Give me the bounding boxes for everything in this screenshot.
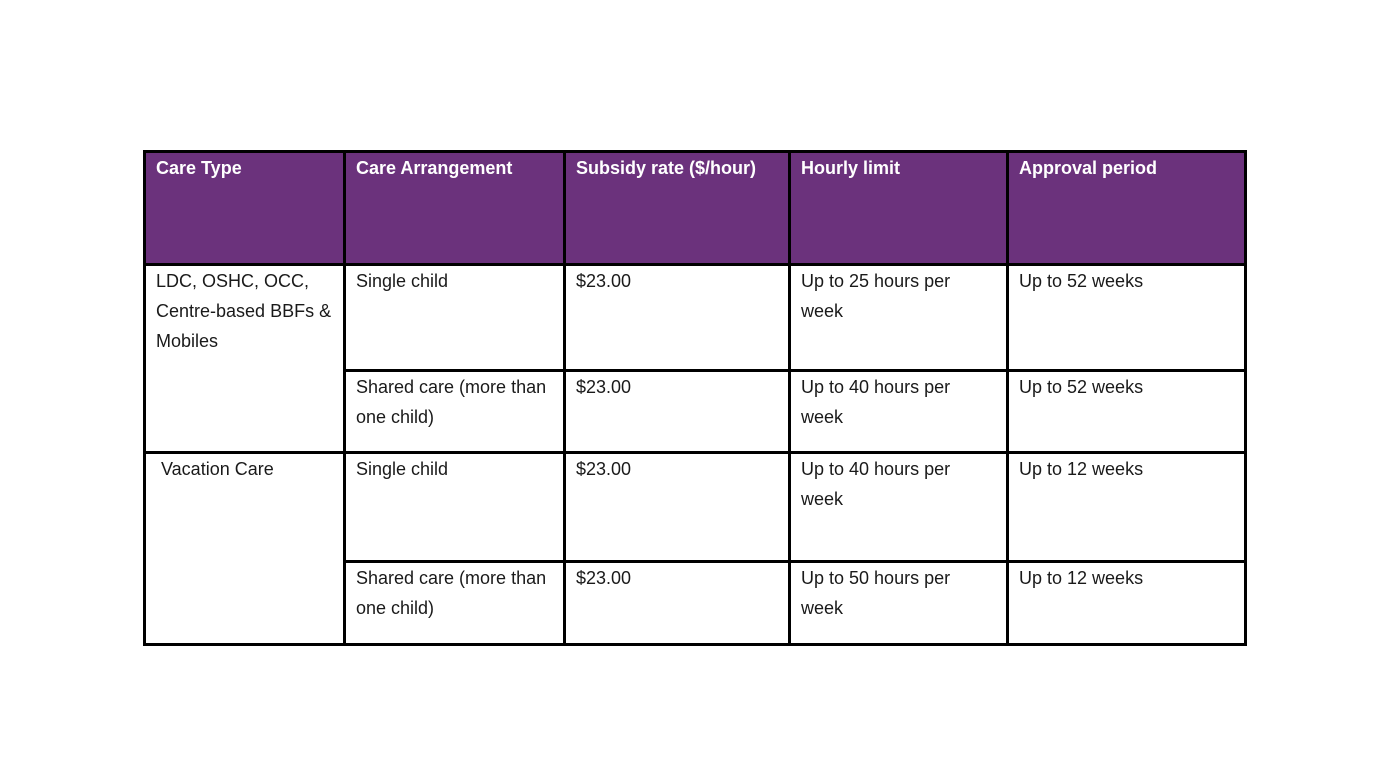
table-header-row: Care Type Care Arrangement Subsidy rate … xyxy=(143,150,1247,266)
care-type-cell: Vacation Care xyxy=(143,451,346,646)
header-subsidy-rate: Subsidy rate ($/hour) xyxy=(563,150,791,266)
arrangement-cell: Single child xyxy=(343,451,566,563)
header-hourly-limit: Hourly limit xyxy=(788,150,1009,266)
table-row: Vacation Care Single child $23.00 Up to … xyxy=(143,451,1247,646)
rate-cell: $23.00 xyxy=(563,369,791,454)
limit-cell: Up to 25 hours per week xyxy=(788,263,1009,372)
subsidy-table: Care Type Care Arrangement Subsidy rate … xyxy=(143,150,1247,646)
care-type-cell: LDC, OSHC, OCC, Centre-based BBFs & Mobi… xyxy=(143,263,346,454)
limit-cell: Up to 40 hours per week xyxy=(788,451,1009,563)
rate-cell: $23.00 xyxy=(563,560,791,646)
limit-cell: Up to 50 hours per week xyxy=(788,560,1009,646)
arrangement-cell: Shared care (more than one child) xyxy=(343,560,566,646)
arrangement-cell: Single child xyxy=(343,263,566,372)
period-cell: Up to 52 weeks xyxy=(1006,369,1247,454)
period-cell: Up to 12 weeks xyxy=(1006,451,1247,563)
header-care-type: Care Type xyxy=(143,150,346,266)
rate-cell: $23.00 xyxy=(563,451,791,563)
period-cell: Up to 12 weeks xyxy=(1006,560,1247,646)
table-row: LDC, OSHC, OCC, Centre-based BBFs & Mobi… xyxy=(143,263,1247,454)
header-care-arrangement: Care Arrangement xyxy=(343,150,566,266)
limit-cell: Up to 40 hours per week xyxy=(788,369,1009,454)
table-row: Shared care (more than one child) $23.00… xyxy=(145,369,1247,454)
arrangement-cell: Shared care (more than one child) xyxy=(343,369,566,454)
period-cell: Up to 52 weeks xyxy=(1006,263,1247,372)
header-approval-period: Approval period xyxy=(1006,150,1247,266)
table-row: Shared care (more than one child) $23.00… xyxy=(145,560,1247,646)
rate-cell: $23.00 xyxy=(563,263,791,372)
